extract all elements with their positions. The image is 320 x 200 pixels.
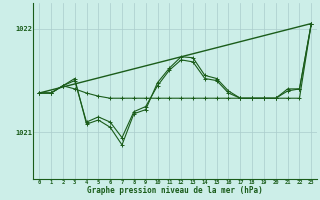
X-axis label: Graphe pression niveau de la mer (hPa): Graphe pression niveau de la mer (hPa) [87, 186, 263, 195]
